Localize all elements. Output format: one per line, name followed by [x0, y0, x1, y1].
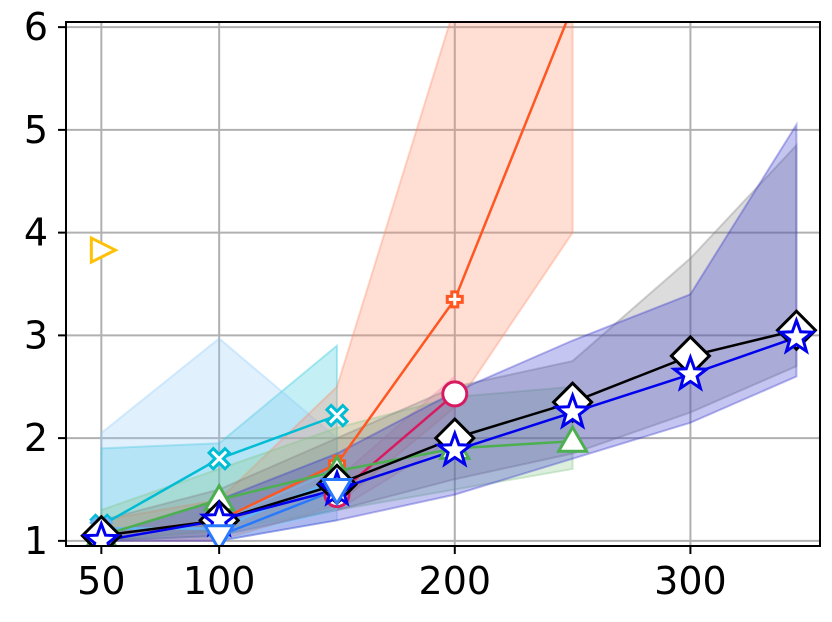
series-line	[218, 488, 338, 537]
series-band	[100, 121, 798, 542]
data-point-star	[776, 316, 817, 355]
data-point-triangle-right	[89, 235, 119, 265]
data-point-star	[81, 519, 122, 546]
x-tick-label: 200	[419, 559, 492, 603]
x-tick-label: 100	[183, 559, 256, 603]
plot-frame	[65, 21, 821, 547]
data-point-star	[552, 390, 593, 430]
data-point-triangle-down	[202, 524, 236, 546]
data-point-x	[324, 403, 350, 428]
series-markers	[80, 0, 818, 546]
y-tick-label: 3	[24, 313, 48, 357]
data-point-star	[670, 352, 711, 392]
x-tick-label: 300	[654, 559, 727, 603]
y-tick-label: 2	[24, 416, 48, 460]
x-tick-label: 50	[77, 559, 125, 603]
axis-ticks: 50 100 200 300 1 2 3 4 5 6	[24, 5, 727, 603]
data-point-triangle-down	[320, 477, 354, 507]
data-point-plus	[564, 0, 582, 16]
y-tick-label: 6	[24, 5, 48, 49]
data-point-circle	[441, 380, 469, 408]
data-point-star	[434, 428, 476, 468]
data-point-x	[206, 446, 232, 471]
y-tick-label: 5	[24, 108, 48, 152]
series-band	[100, 22, 574, 542]
data-point-plus	[445, 290, 464, 309]
y-tick-label: 1	[24, 519, 48, 563]
y-tick-label: 4	[24, 211, 48, 255]
data-point-triangle-up	[555, 424, 590, 453]
